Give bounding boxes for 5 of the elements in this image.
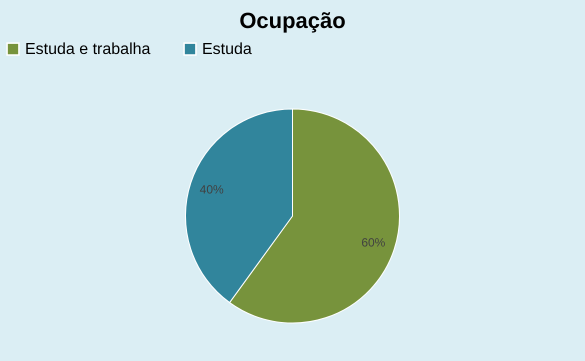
legend-label: Estuda e trabalha [25, 41, 151, 58]
data-label: 60% [361, 235, 386, 250]
chart-title: Ocupação [239, 8, 346, 33]
legend-label: Estuda [202, 41, 252, 58]
data-label: 40% [200, 182, 224, 197]
